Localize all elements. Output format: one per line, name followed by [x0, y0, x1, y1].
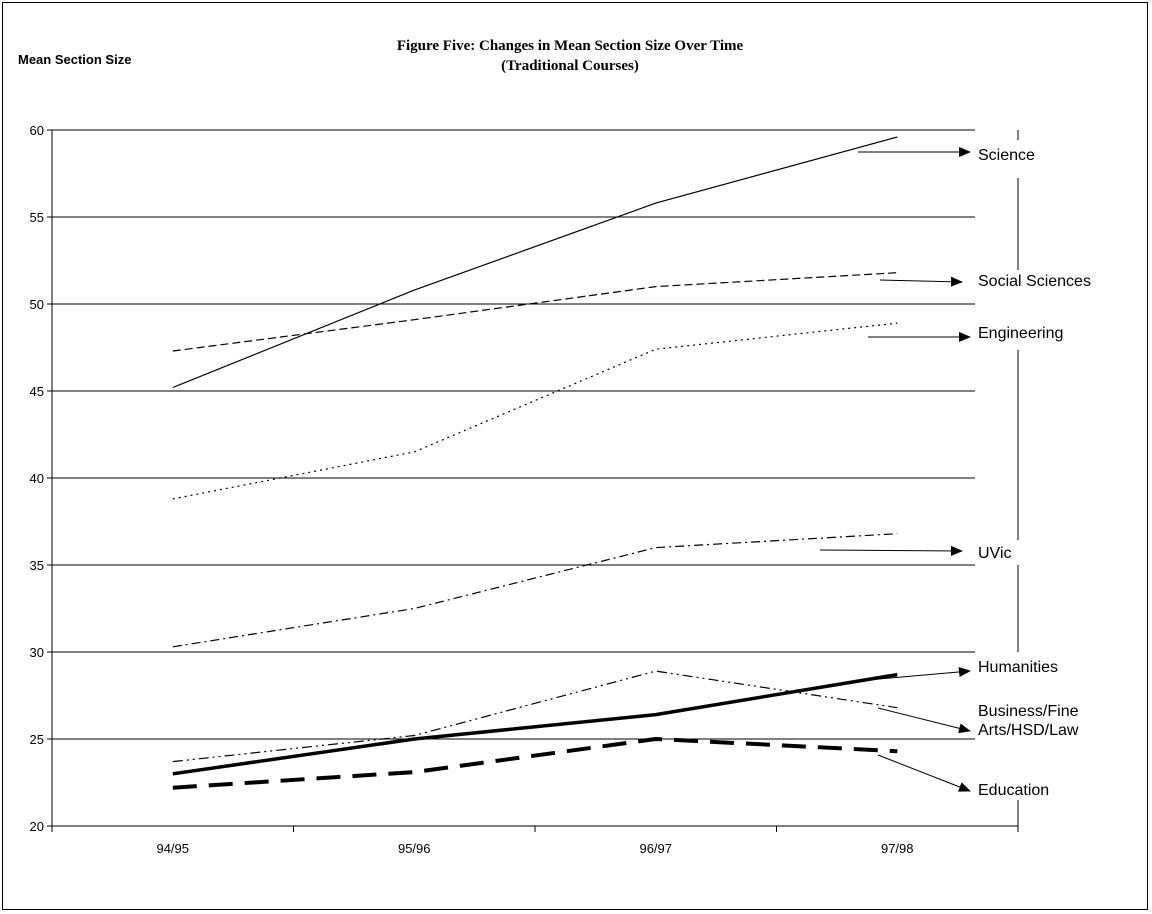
y-tick-label: 25 [30, 732, 44, 747]
series-label: Science [978, 147, 1035, 164]
y-tick-label: 50 [30, 297, 44, 312]
series-label-line: Arts/HSD/Law [978, 722, 1079, 739]
chart-subtitle: (Traditional Courses) [501, 58, 639, 74]
x-tick-label: 96/97 [639, 841, 672, 856]
series-label: Social Sciences [978, 273, 1091, 290]
series-label-line: Science [978, 147, 1035, 164]
chart-title: Figure Five: Changes in Mean Section Siz… [396, 38, 744, 54]
series-label-line: Business/Fine [978, 703, 1079, 720]
series-label-arrow [877, 754, 971, 792]
y-tick-label: 35 [30, 558, 44, 573]
series-label: Business/Fine Arts/HSD/Law [978, 703, 1079, 739]
y-tick-label: 45 [30, 384, 44, 399]
x-tick-label: 95/96 [398, 841, 431, 856]
series-label-arrow [879, 276, 963, 287]
series-label-arrow [877, 707, 971, 734]
series-line-social-sciences [172, 272, 898, 352]
series-line-uvic [172, 533, 898, 648]
series-label-arrow [867, 666, 971, 681]
chart-title-block: Figure Five: Changes in Mean Section Siz… [280, 36, 860, 76]
series-line-education [172, 737, 898, 790]
x-tick-label: 94/95 [156, 841, 189, 856]
y-tick-label: 60 [30, 123, 44, 138]
x-tick-label: 97/98 [881, 841, 914, 856]
y-axis-title: Mean Section Size [18, 52, 132, 67]
y-tick-label: 40 [30, 471, 44, 486]
y-tick-label: 55 [30, 210, 44, 225]
series-label-line: Education [978, 782, 1049, 799]
series-label: Education [978, 782, 1049, 799]
series-label: Engineering [978, 325, 1063, 342]
series-label-arrow [819, 545, 963, 556]
series-label: UVic [978, 545, 1012, 562]
y-tick-label: 20 [30, 819, 44, 834]
series-label: Humanities [978, 659, 1058, 676]
series-line-engineering [172, 322, 898, 500]
series-label-line: UVic [978, 545, 1012, 562]
series-label-line: Engineering [978, 325, 1063, 342]
series-line-science [172, 136, 898, 389]
series-label-line: Social Sciences [978, 273, 1091, 290]
series-line-humanities [172, 672, 898, 776]
series-line-business-fine-arts-hsd-law [172, 670, 898, 763]
y-tick-label: 30 [30, 645, 44, 660]
series-label-line: Humanities [978, 659, 1058, 676]
